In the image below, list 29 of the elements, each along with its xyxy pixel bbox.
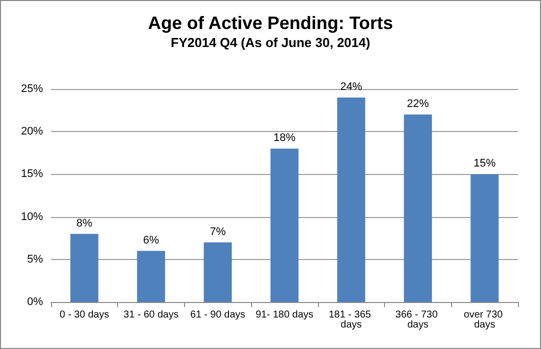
x-tick-label: 91- 180 days: [256, 310, 314, 320]
x-tick-label: 181 - 365 days: [328, 310, 374, 330]
data-label: 22%: [406, 98, 430, 110]
y-tick-label: 0%: [27, 296, 44, 308]
y-tick-label: 25%: [20, 83, 44, 95]
bar: [337, 98, 366, 302]
data-label: 15%: [474, 158, 496, 170]
x-tick-label: over 730 days: [464, 310, 506, 330]
y-tick-label: 10%: [20, 210, 44, 223]
data-label: 6%: [143, 234, 160, 246]
x-tick-label: 61 - 90 days: [190, 310, 246, 320]
y-tick-label: 15%: [20, 168, 44, 180]
x-tick-label: 31 - 60 days: [124, 310, 179, 320]
x-tick-label: 366 - 730 days: [395, 310, 440, 330]
data-label: 24%: [340, 81, 362, 94]
y-tick-label: 5%: [27, 253, 44, 266]
bar: [470, 174, 499, 302]
bar: [137, 250, 166, 302]
bar: [270, 148, 299, 302]
x-tick-label: 0 - 30 days: [60, 310, 110, 320]
bar: [404, 114, 432, 302]
chart-title: Age of Active Pending: Torts: [148, 13, 394, 33]
y-tick-label: 20%: [20, 126, 44, 138]
chart-subtitle: FY2014 Q4 (As of June 30, 2014): [170, 35, 370, 50]
data-label: 8%: [76, 217, 93, 230]
data-label: 7%: [210, 226, 226, 238]
data-label: 18%: [273, 132, 296, 144]
bar: [70, 234, 98, 302]
bar: [204, 242, 232, 302]
